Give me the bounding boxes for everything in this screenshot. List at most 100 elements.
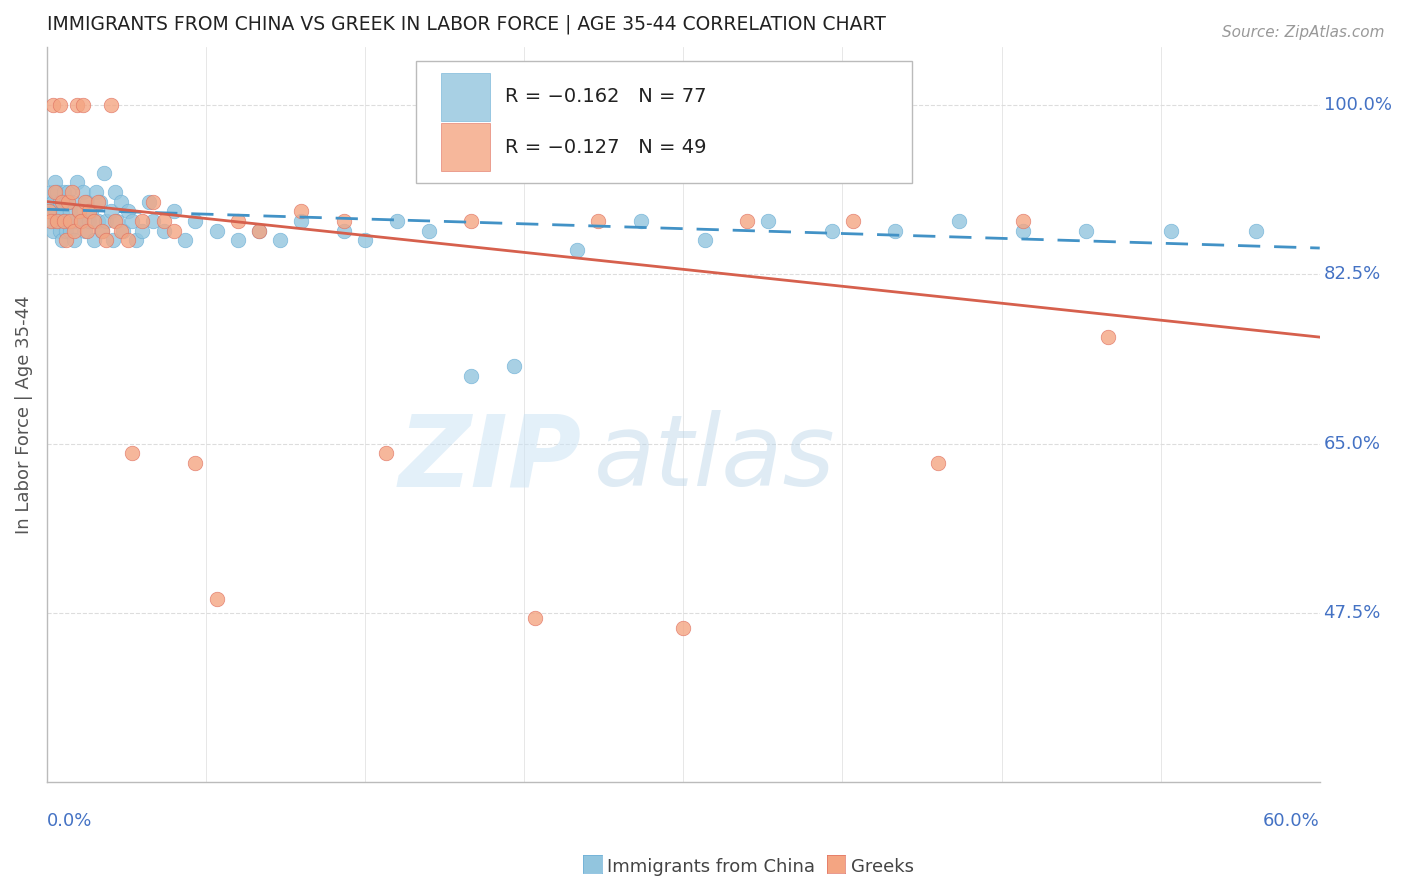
Point bbox=[226, 214, 249, 228]
Point bbox=[247, 224, 270, 238]
Point bbox=[69, 214, 91, 228]
FancyBboxPatch shape bbox=[441, 73, 489, 121]
Point bbox=[83, 214, 105, 228]
Text: ZIP: ZIP bbox=[398, 410, 582, 508]
Point bbox=[72, 185, 94, 199]
Text: R = −0.162   N = 77: R = −0.162 N = 77 bbox=[505, 87, 707, 106]
Point bbox=[63, 233, 86, 247]
Point bbox=[104, 185, 127, 199]
FancyBboxPatch shape bbox=[416, 62, 912, 183]
Point bbox=[55, 224, 77, 238]
Text: IMMIGRANTS FROM CHINA VS GREEK IN LABOR FORCE | AGE 35-44 CORRELATION CHART: IMMIGRANTS FROM CHINA VS GREEK IN LABOR … bbox=[46, 15, 886, 35]
Point bbox=[76, 194, 98, 209]
Text: Immigrants from China: Immigrants from China bbox=[607, 858, 815, 876]
Point bbox=[44, 185, 66, 199]
Point bbox=[333, 214, 356, 228]
Point bbox=[56, 214, 79, 228]
Point bbox=[83, 233, 105, 247]
Point bbox=[38, 204, 60, 219]
Point bbox=[142, 214, 165, 228]
Point bbox=[48, 97, 70, 112]
Point bbox=[333, 224, 356, 238]
Point bbox=[142, 194, 165, 209]
FancyBboxPatch shape bbox=[441, 123, 489, 171]
Point bbox=[87, 194, 110, 209]
Point bbox=[1011, 214, 1033, 228]
Point bbox=[121, 214, 143, 228]
Point bbox=[75, 194, 97, 209]
Point bbox=[67, 204, 90, 219]
Point bbox=[163, 204, 186, 219]
Text: Greeks: Greeks bbox=[851, 858, 914, 876]
Point bbox=[418, 224, 440, 238]
Point bbox=[87, 214, 110, 228]
Text: 82.5%: 82.5% bbox=[1323, 265, 1381, 283]
Point bbox=[46, 214, 69, 228]
Point bbox=[56, 194, 79, 209]
Point bbox=[672, 621, 695, 635]
Point bbox=[39, 214, 62, 228]
Point bbox=[72, 97, 94, 112]
Text: atlas: atlas bbox=[595, 410, 835, 508]
Point bbox=[100, 97, 122, 112]
Point bbox=[44, 204, 66, 219]
Point bbox=[96, 233, 118, 247]
Point bbox=[821, 224, 844, 238]
Point bbox=[79, 214, 101, 228]
Y-axis label: In Labor Force | Age 35-44: In Labor Force | Age 35-44 bbox=[15, 295, 32, 534]
Point bbox=[205, 591, 228, 606]
Point bbox=[948, 214, 970, 228]
Point bbox=[39, 185, 62, 199]
Point bbox=[375, 446, 398, 460]
Text: 65.0%: 65.0% bbox=[1323, 434, 1381, 452]
Point bbox=[55, 194, 77, 209]
Point bbox=[79, 204, 101, 219]
Point bbox=[42, 97, 65, 112]
Point bbox=[184, 456, 207, 470]
Point bbox=[163, 224, 186, 238]
Point bbox=[112, 224, 135, 238]
Point bbox=[125, 233, 148, 247]
Point bbox=[96, 214, 118, 228]
Point bbox=[48, 194, 70, 209]
Point bbox=[842, 214, 865, 228]
Point bbox=[693, 233, 716, 247]
Point bbox=[76, 224, 98, 238]
Point bbox=[105, 214, 128, 228]
Point bbox=[290, 214, 312, 228]
Point bbox=[51, 194, 73, 209]
Point bbox=[460, 214, 482, 228]
Point bbox=[502, 359, 524, 373]
Point bbox=[630, 214, 652, 228]
Point bbox=[60, 194, 83, 209]
Point bbox=[91, 224, 114, 238]
Point bbox=[52, 214, 75, 228]
Point bbox=[89, 194, 111, 209]
Point bbox=[51, 233, 73, 247]
Point bbox=[1097, 330, 1119, 344]
Point bbox=[131, 214, 153, 228]
Point bbox=[735, 214, 758, 228]
Point bbox=[56, 185, 79, 199]
Point bbox=[1076, 224, 1098, 238]
Point bbox=[523, 611, 546, 625]
Point bbox=[59, 214, 82, 228]
Point bbox=[60, 185, 83, 199]
Point bbox=[567, 243, 589, 257]
Point bbox=[52, 185, 75, 199]
Point bbox=[80, 204, 103, 219]
Point bbox=[385, 214, 408, 228]
Point bbox=[110, 194, 132, 209]
Text: 0.0%: 0.0% bbox=[46, 812, 93, 830]
Point bbox=[51, 204, 73, 219]
Point bbox=[59, 224, 82, 238]
Text: Source: ZipAtlas.com: Source: ZipAtlas.com bbox=[1222, 25, 1385, 40]
Point bbox=[42, 194, 65, 209]
Point bbox=[93, 165, 115, 179]
Point bbox=[52, 214, 75, 228]
Point bbox=[756, 214, 779, 228]
Point bbox=[354, 233, 377, 247]
Point bbox=[588, 214, 610, 228]
Point bbox=[44, 175, 66, 189]
Point bbox=[55, 233, 77, 247]
